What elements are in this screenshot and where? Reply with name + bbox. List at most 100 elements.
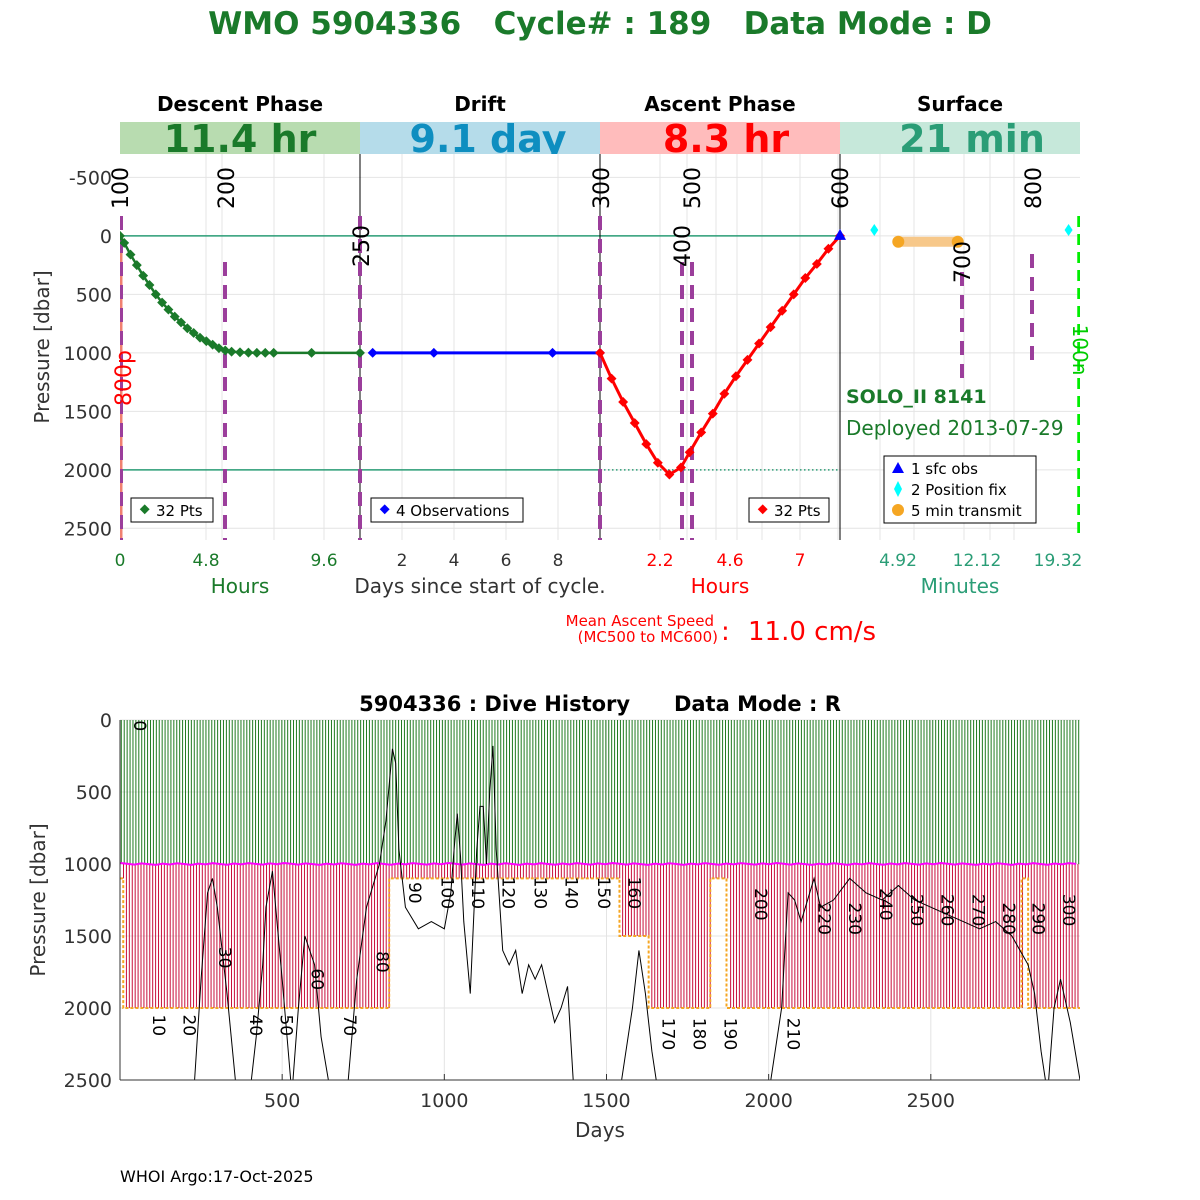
transmit-point [892,235,905,248]
ascent-point [765,322,776,333]
ascent-point [730,371,741,382]
legend-position-fix-marker [894,481,902,497]
dive-y-tick-label: 2500 [64,1070,112,1092]
cycle-number-label: 90 [404,882,424,904]
mc-label: 500 [681,167,706,209]
legend-descent-label: 32 Pts [156,502,203,520]
mc-label: 600 [829,167,854,209]
descent-point [306,347,317,358]
cycle-number-label: 330 [1144,1018,1164,1050]
legend-drift: 4 Observations [370,497,524,523]
phase-band-surface [840,122,1080,155]
mc-label: 100 [109,167,134,209]
dive-history-x-label: Days [575,1118,625,1142]
ascent-point [652,457,663,468]
cycle-number-label: 310 [1086,1018,1106,1050]
right-side-label: 100n [1068,325,1092,376]
ascent-point [754,338,764,349]
dive-x-tick-label: 1500 [582,1090,630,1112]
dive-y-tick-label: 2000 [64,998,112,1020]
cycle-number-label: 70 [339,1014,359,1036]
cycle-y-tick-label: 2500 [64,518,112,540]
ascent-line [598,234,842,477]
legend-transmit-label: 5 min transmit [911,502,1022,520]
ascent-point [618,397,629,407]
descent-point [138,270,149,281]
phase-name-descent: Descent Phase [157,92,323,116]
ascent-point [676,462,686,473]
legend-drift-marker [379,504,390,515]
descent-point [131,260,142,271]
cycle-number-label: 60 [307,968,327,990]
descent-point [120,230,125,241]
drift-point [547,347,558,358]
descent-point [150,289,161,300]
dive-x-tick-label: 2500 [907,1090,955,1112]
phase-name-drift: Drift [454,92,506,116]
figure-title: WMO 5904336 Cycle# : 189 Data Mode : D [208,6,992,42]
legend-sfc-obs-marker [892,462,904,473]
ascent-point [629,418,640,428]
descent-point [226,346,237,357]
legend-ascent-label: 32 Pts [774,502,821,520]
legend-surface: 1 sfc obs 2 Position fix 5 min transmit [883,455,1037,524]
cycle-x-tick-label: 4.92 [879,551,917,571]
position-fix-point [870,224,879,237]
descent-point [163,304,174,315]
phase-duration-descent: 11.4 hr [164,117,317,161]
legend-ascent: 32 Pts [748,497,830,523]
legend-drift-label: 4 Observations [396,502,510,520]
mc-labels: 100 200 250 300 400 500 600 700 800 [109,167,1047,283]
phase-unit-ascent: Hours [691,574,750,598]
legend-transmit-marker [892,504,904,516]
ascent-point [595,347,605,358]
phase-unit-drift: Days since start of cycle. [354,574,605,598]
ascent-point [719,388,730,399]
dive-y-tick-label: 1000 [64,854,112,876]
cycle-number-label: 130 [530,877,550,909]
cycle-x-tick-label: 8 [553,551,564,571]
ascent-speed-label-2: (MC500 to MC600) [578,628,718,646]
footer-credit: WHOI Argo:17-Oct-2025 [120,1167,314,1186]
phase-duration-drift: 9.1 day [410,117,567,161]
dive-y-tick-label: 0 [100,710,112,732]
cycle-number-label: 120 [497,877,517,909]
cycle-x-tick-label: 2 [397,551,408,571]
legend-position-fix-label: 2 Position fix [911,481,1007,499]
cycle-number-label: 220 [813,902,833,934]
cycle-number-label: 300 [1058,894,1078,926]
dive-history-content: 0 10 20 30 40 50 60 70 80 90 100 110 120 130 140 150 160… [120,720,1164,1080]
parking-depth-line [120,861,1077,866]
ascent-speed-label-1: Mean Ascent Speed [566,612,714,630]
descent-point [188,328,199,338]
ascent-point [823,243,834,254]
cycle-y-tick-label: -500 [69,167,112,189]
cycle-x-tick-label: 4.6 [716,551,743,571]
mc-label: 300 [590,167,615,209]
cycle-plot-x-ticks: 0 4.8 9.6 2 4 6 8 2.2 4.6 7 4.92 12.12 19.32 [115,551,1083,571]
cycle-number-label: 160 [624,877,644,909]
mc-label: 800 [1022,167,1047,209]
cycle-number-label: 110 [467,877,487,909]
dive-x-tick-label: 1000 [420,1090,468,1112]
phase-band-drift [360,122,600,155]
dive-history-y-label: Pressure [dbar] [26,823,50,976]
cycle-number-label: 0 [129,720,149,731]
phase-band-descent [120,122,360,155]
cycle-x-tick-label: 6 [501,551,512,571]
dive-y-tick-label: 500 [76,782,112,804]
cycle-number-label: 10 [148,1014,168,1036]
cycle-number-label: 80 [372,951,392,973]
cycle-y-tick-label: 2000 [64,460,112,482]
drift-point [428,347,439,358]
cycle-x-tick-label: 0 [115,551,126,571]
phase-unit-descent: Hours [211,574,270,598]
cycle-x-tick-label: 19.32 [1034,551,1083,571]
cycle-number-label: 260 [937,894,957,926]
ascent-point [811,259,822,269]
descent-point [176,317,187,328]
mc-label: 700 [951,241,976,283]
